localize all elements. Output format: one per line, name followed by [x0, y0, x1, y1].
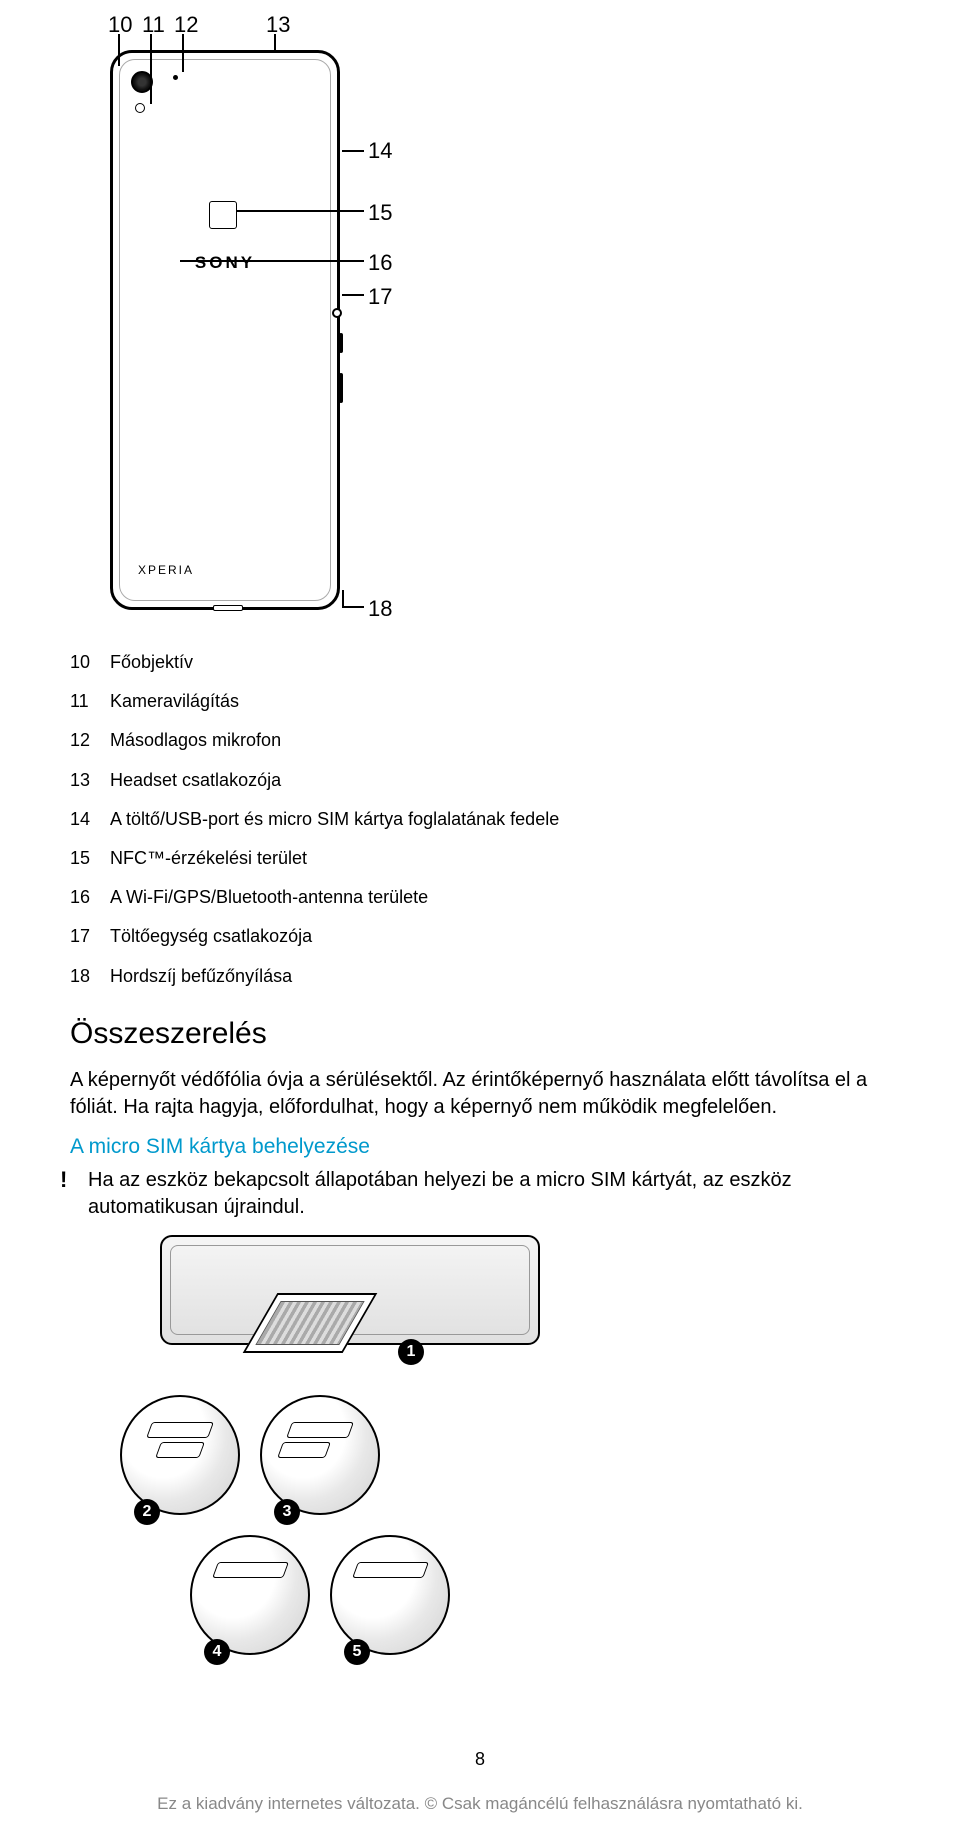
callout-11: 11: [142, 12, 165, 38]
callout-14: 14: [368, 138, 392, 164]
callout-16: 16: [368, 250, 392, 276]
list-item: 18Hordszíj befűzőnyílása: [70, 964, 900, 989]
callout-13: 13: [266, 12, 290, 38]
list-item: 13Headset csatlakozója: [70, 768, 900, 793]
step-badge-2: 2: [134, 1499, 160, 1525]
list-item: 16A Wi-Fi/GPS/Bluetooth-antenna területe: [70, 885, 900, 910]
warning-note: ! Ha az eszköz bekapcsolt állapotában he…: [60, 1167, 900, 1221]
sub-heading: A micro SIM kártya behelyezése: [70, 1135, 900, 1159]
list-item: 17Töltőegység csatlakozója: [70, 924, 900, 949]
list-item: 11Kameravilágítás: [70, 689, 900, 714]
page-number: 8: [0, 1749, 960, 1770]
step-badge-3: 3: [274, 1499, 300, 1525]
step-circle-3: [260, 1395, 380, 1515]
callout-18: 18: [368, 596, 392, 622]
nfc-area: [209, 201, 237, 229]
secondary-mic: [173, 75, 178, 80]
footer-text: Ez a kiadvány internetes változata. © Cs…: [0, 1794, 960, 1814]
list-item: 15NFC™-érzékelési terület: [70, 846, 900, 871]
callout-10: 10: [108, 12, 132, 38]
callout-17: 17: [368, 284, 392, 310]
step-circle-2: [120, 1395, 240, 1515]
body-paragraph: A képernyőt védőfólia óvja a sérülésektő…: [70, 1067, 890, 1121]
warning-icon: !: [60, 1167, 88, 1221]
warning-text: Ha az eszköz bekapcsolt állapotában hely…: [88, 1167, 900, 1221]
list-item: 14A töltő/USB-port és micro SIM kártya f…: [70, 807, 900, 832]
model-logo: XPERIA: [138, 563, 194, 577]
device-back-diagram: SONY XPERIA 10 11 12 13 14 15 16 17 18: [80, 10, 420, 640]
brand-logo: SONY: [113, 253, 337, 273]
step-badge-5: 5: [344, 1639, 370, 1665]
step-circle-5: [330, 1535, 450, 1655]
step-badge-1: 1: [398, 1339, 424, 1365]
callout-15: 15: [368, 200, 392, 226]
step-badge-4: 4: [204, 1639, 230, 1665]
sim-insertion-diagram: 1 2 3 4 5: [120, 1235, 580, 1665]
camera-light: [135, 103, 145, 113]
step-circle-4: [190, 1535, 310, 1655]
list-item: 12Másodlagos mikrofon: [70, 728, 900, 753]
list-item: 10Főobjektív: [70, 650, 900, 675]
callout-12: 12: [174, 12, 198, 38]
phone-back-outline: SONY XPERIA: [110, 50, 340, 610]
section-title: Összeszerelés: [70, 1017, 900, 1051]
parts-list: 10Főobjektív 11Kameravilágítás 12Másodla…: [70, 650, 900, 989]
